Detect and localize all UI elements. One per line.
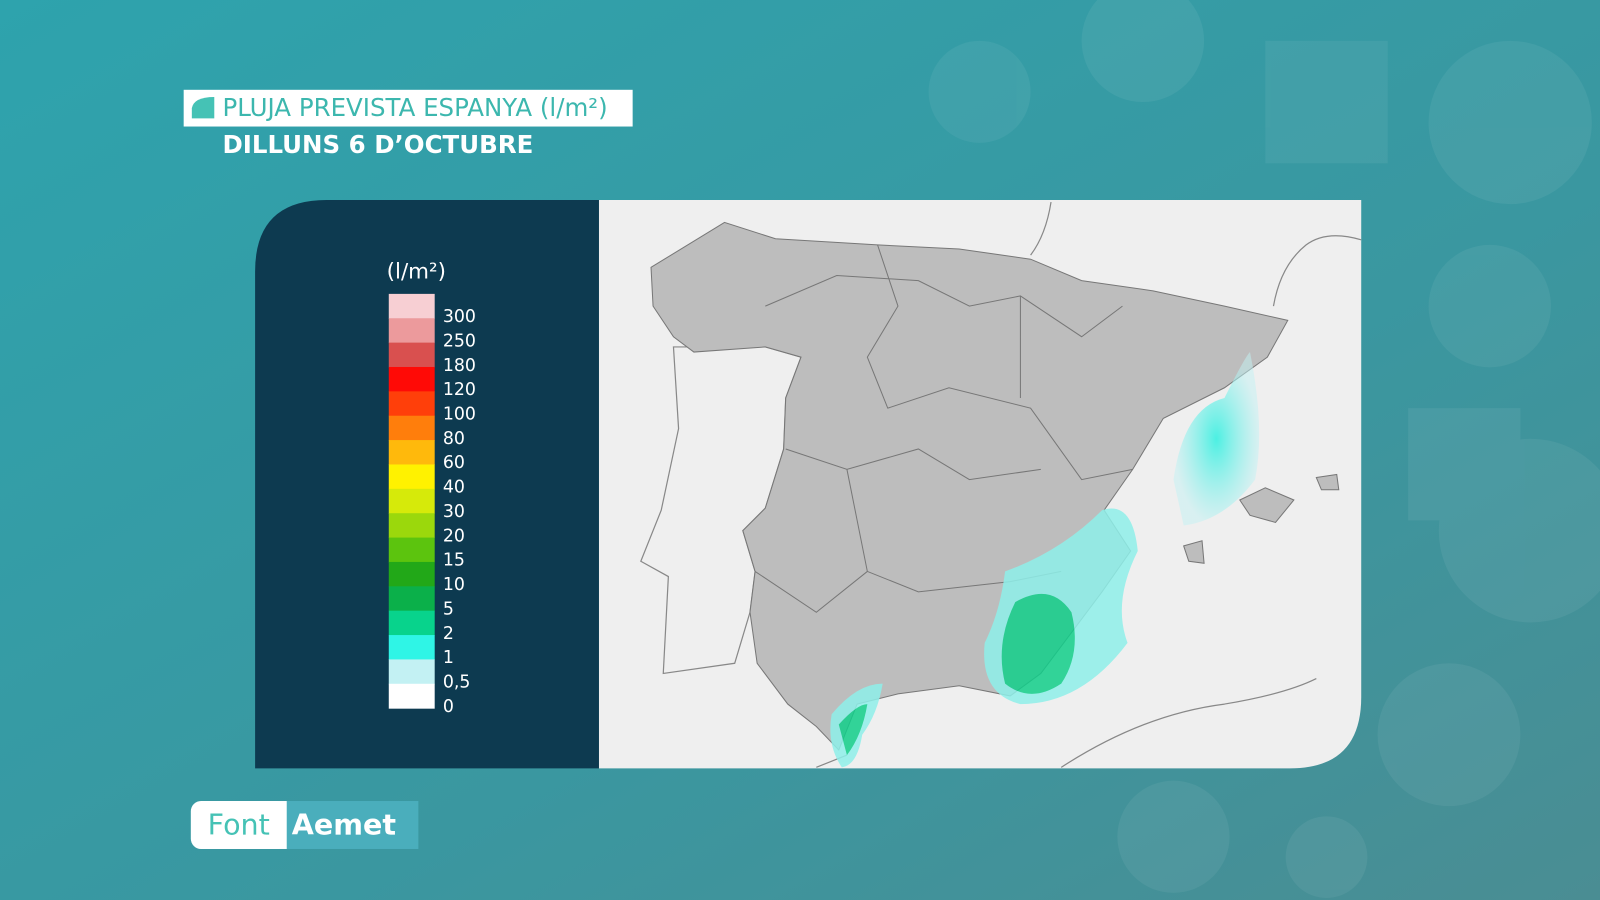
legend-swatch	[388, 366, 435, 392]
legend-label: 10	[443, 575, 465, 595]
legend-label: 20	[443, 526, 465, 546]
title-icon	[191, 96, 215, 119]
legend-swatch	[388, 659, 435, 685]
legend-label: 120	[443, 380, 476, 400]
legend-label: 60	[443, 453, 465, 473]
legend-swatch	[388, 561, 435, 587]
subtitle: DILLUNS 6 D’OCTUBRE	[222, 130, 533, 159]
legend-swatch	[388, 293, 435, 319]
balearics	[1183, 473, 1340, 564]
coastline	[816, 201, 1362, 768]
legend-label: 0,5	[443, 673, 471, 693]
source-label: Font	[208, 808, 270, 842]
source-name-box	[286, 801, 419, 849]
map	[640, 201, 1362, 768]
title-box	[183, 89, 633, 127]
legend-label: 40	[443, 478, 465, 498]
legend-swatch	[388, 610, 435, 636]
title: PLUJA PREVISTA ESPANYA (l/m²)	[222, 93, 607, 122]
legend-label: 30	[443, 502, 465, 522]
decor	[928, 0, 1600, 898]
legend-swatch	[388, 415, 435, 441]
legend-swatch	[388, 318, 435, 344]
legend-label: 15	[443, 551, 465, 571]
source-label-box-edge	[275, 801, 288, 849]
source-name: Aemet	[292, 808, 396, 842]
legend: 300 250 180 120 100 80 60 40 30 20 15 10 5 2 1 0,5 0	[388, 293, 476, 717]
legend-label: 2	[443, 624, 454, 644]
legend-label: 250	[443, 331, 476, 351]
legend-swatch	[388, 586, 435, 612]
legend-unit: (l/m²)	[387, 259, 446, 284]
legend-swatch	[388, 537, 435, 563]
legend-label: 5	[443, 599, 454, 619]
legend-label: 1	[443, 648, 454, 668]
legend-swatch	[388, 391, 435, 417]
legend-swatch	[388, 464, 435, 490]
regions	[754, 244, 1133, 613]
source-label-box	[190, 801, 287, 849]
legend-swatch	[388, 513, 435, 539]
legend-label: 300	[443, 307, 476, 327]
legend-swatch	[388, 635, 435, 660]
legend-label: 80	[443, 429, 465, 449]
rain	[830, 352, 1260, 768]
legend-swatch	[388, 683, 435, 709]
legend-label: 0	[443, 697, 454, 717]
legend-swatch	[388, 488, 435, 514]
legend-label: 100	[443, 405, 476, 425]
legend-label: 180	[443, 356, 476, 376]
legend-swatch	[388, 440, 435, 465]
legend-swatch	[388, 342, 435, 368]
